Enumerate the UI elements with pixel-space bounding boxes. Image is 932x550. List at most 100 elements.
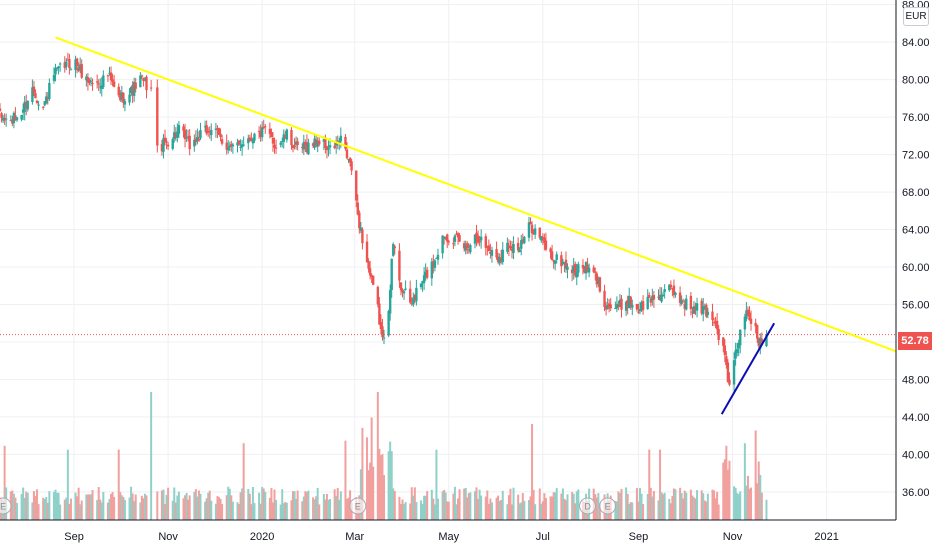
candle-body [69, 69, 73, 71]
candle-body [208, 130, 211, 133]
candle-body [293, 145, 296, 147]
y-tick-label: 68.00 [902, 187, 930, 199]
candle-body [570, 269, 574, 274]
candle-body [598, 277, 602, 292]
volume-bar [100, 502, 103, 520]
currency-badge[interactable]: EUR [903, 7, 929, 26]
candle-body [486, 246, 489, 249]
candle-body [572, 266, 575, 272]
volume-bars [0, 392, 768, 520]
volume-bar [713, 490, 716, 520]
volume-bar [345, 498, 348, 520]
x-tick-label: Nov [158, 531, 178, 543]
candle-body [756, 324, 759, 339]
candle-body [139, 75, 142, 88]
candle-body [236, 142, 239, 146]
candle-body [88, 79, 91, 84]
candle-body [680, 300, 683, 304]
candle-body [205, 125, 208, 134]
volume-bar [344, 440, 347, 520]
volume-bar [412, 495, 415, 520]
candle-body [183, 129, 187, 140]
candle-body [739, 329, 742, 346]
candle-body [77, 67, 80, 71]
candle-body [500, 257, 503, 260]
volume-bar [722, 462, 725, 520]
candle-body [290, 129, 293, 146]
candle-body [271, 137, 275, 144]
volume-bar [663, 492, 666, 520]
volume-bar [728, 460, 731, 520]
volume-bar [216, 496, 219, 520]
resistance-trendline[interactable] [55, 36, 897, 353]
candle-body [671, 287, 674, 289]
volume-bar [113, 496, 116, 520]
candle-body [316, 141, 319, 147]
candle-body [46, 98, 50, 100]
candle-body [748, 312, 751, 321]
candle-body [432, 261, 435, 267]
candle-body [669, 284, 673, 288]
candle-body [356, 202, 359, 215]
volume-bar [102, 491, 105, 520]
candle-body [242, 144, 245, 146]
volume-bar [225, 495, 228, 520]
earnings-marker[interactable]: E [349, 497, 367, 515]
candle-body [188, 135, 191, 150]
volume-bar [207, 492, 210, 520]
volume-bar [401, 499, 404, 520]
volume-bar [597, 493, 600, 520]
volume-bar [214, 503, 217, 520]
dividend-marker[interactable]: D [579, 497, 597, 515]
volume-bar [404, 502, 407, 520]
candle-body [629, 296, 632, 307]
volume-bar [372, 466, 375, 520]
earnings-marker[interactable]: E [0, 497, 12, 515]
candle-body [595, 273, 599, 285]
candle-body [424, 271, 427, 277]
candle-body [456, 233, 460, 238]
volume-bar [139, 502, 142, 520]
candle-body [760, 338, 764, 345]
volume-bar [696, 490, 699, 520]
volume-bar [614, 501, 617, 520]
volume-bar [290, 500, 293, 520]
candle-body [410, 303, 413, 305]
volume-bar [261, 486, 264, 520]
price-axis[interactable]: 88.00 84.00 80.00 76.00 72.00 68.00 64.00 60.00… [902, 0, 930, 499]
candle-body [749, 318, 753, 324]
candle-body [555, 254, 558, 260]
candle-body [307, 142, 310, 155]
candle-body [251, 140, 255, 144]
candle-body [203, 126, 207, 128]
time-axis[interactable]: Sep Nov 2020 Mar May Jul Sep Nov 2021 [64, 531, 839, 543]
support-trendline[interactable] [720, 322, 776, 415]
volume-bar [473, 491, 476, 520]
volume-bar [42, 497, 45, 520]
earnings-marker[interactable]: E [599, 497, 617, 515]
volume-bar [444, 492, 447, 520]
candle-body [111, 79, 114, 82]
candle-body [35, 100, 39, 103]
volume-bar [575, 491, 578, 520]
candle-body [561, 261, 565, 264]
candle-body [577, 264, 580, 273]
candle-body [402, 291, 406, 294]
y-tick-label: 44.00 [902, 412, 930, 424]
volume-bar [36, 489, 39, 520]
volume-bar [523, 500, 526, 520]
candle-body [553, 260, 557, 264]
volume-bar [65, 497, 68, 520]
volume-bar [387, 451, 390, 520]
candle-body [182, 126, 185, 131]
candle-body [143, 78, 147, 80]
candle-body [57, 66, 60, 69]
volume-bar [540, 503, 543, 520]
candle-body [282, 134, 285, 142]
candle-body [475, 232, 478, 239]
volume-bar [11, 490, 14, 520]
candle-body [533, 228, 537, 235]
x-tick-label: Mar [345, 531, 364, 543]
